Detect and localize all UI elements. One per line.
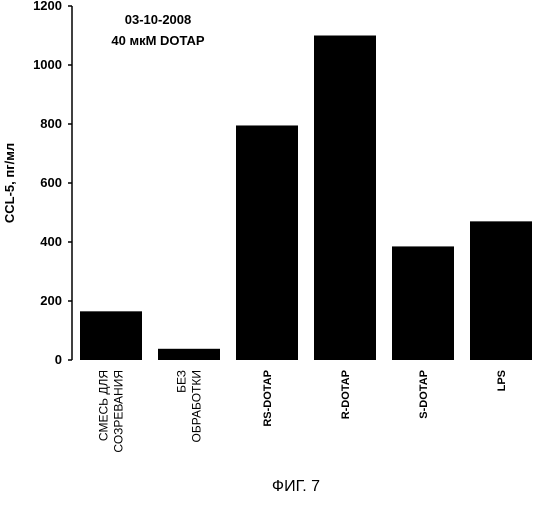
y-tick-label: 800 [40,116,62,131]
y-tick-label: 1200 [33,0,62,13]
x-axis-labels: СМЕСЬ ДЛЯСОЗРЕВАНИЯ БЕЗОБРАБОТКИ RS-DOTAP R… [97,370,509,453]
annotation-date: 03-10-2008 [125,12,192,27]
x-category-label: ОБРАБОТКИ [190,370,204,442]
y-tick-label: 200 [40,293,62,308]
y-tick-label: 600 [40,175,62,190]
figure-caption: ФИГ. 7 [272,478,320,495]
bars [80,36,532,361]
bar-5 [392,246,454,360]
x-category-label: RS-DOTAP [262,370,274,427]
x-category-label: LPS [496,370,508,391]
bar-1 [80,311,142,360]
bar-2 [158,349,220,360]
y-tick-label: 400 [40,234,62,249]
x-category-label: СОЗРЕВАНИЯ [112,370,126,453]
annotation-concentration: 40 мкМ DOTAP [111,33,205,48]
bar-6 [470,221,532,360]
x-category-label: СМЕСЬ ДЛЯ [97,370,111,441]
y-tick-label: 1000 [33,57,62,72]
y-axis-ticks: 0 200 400 600 800 1000 1200 [33,0,72,367]
y-axis-label: CCL-5, пг/мл [2,143,17,223]
x-category-label: БЕЗ [175,370,189,393]
bar-3 [236,125,298,360]
x-category-label: R-DOTAP [340,370,352,419]
bar-4 [314,36,376,361]
x-category-label: S-DOTAP [418,370,430,419]
y-tick-label: 0 [55,352,62,367]
